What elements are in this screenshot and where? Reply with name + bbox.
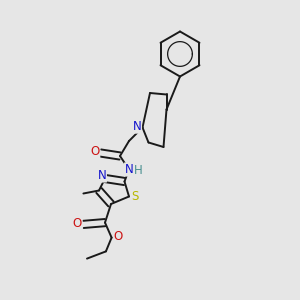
Text: S: S bbox=[131, 190, 139, 203]
Text: N: N bbox=[133, 120, 142, 133]
Text: H: H bbox=[134, 164, 142, 177]
Text: O: O bbox=[91, 145, 100, 158]
Text: O: O bbox=[73, 217, 82, 230]
Text: O: O bbox=[114, 230, 123, 244]
Text: N: N bbox=[124, 163, 134, 176]
Text: N: N bbox=[98, 169, 106, 182]
